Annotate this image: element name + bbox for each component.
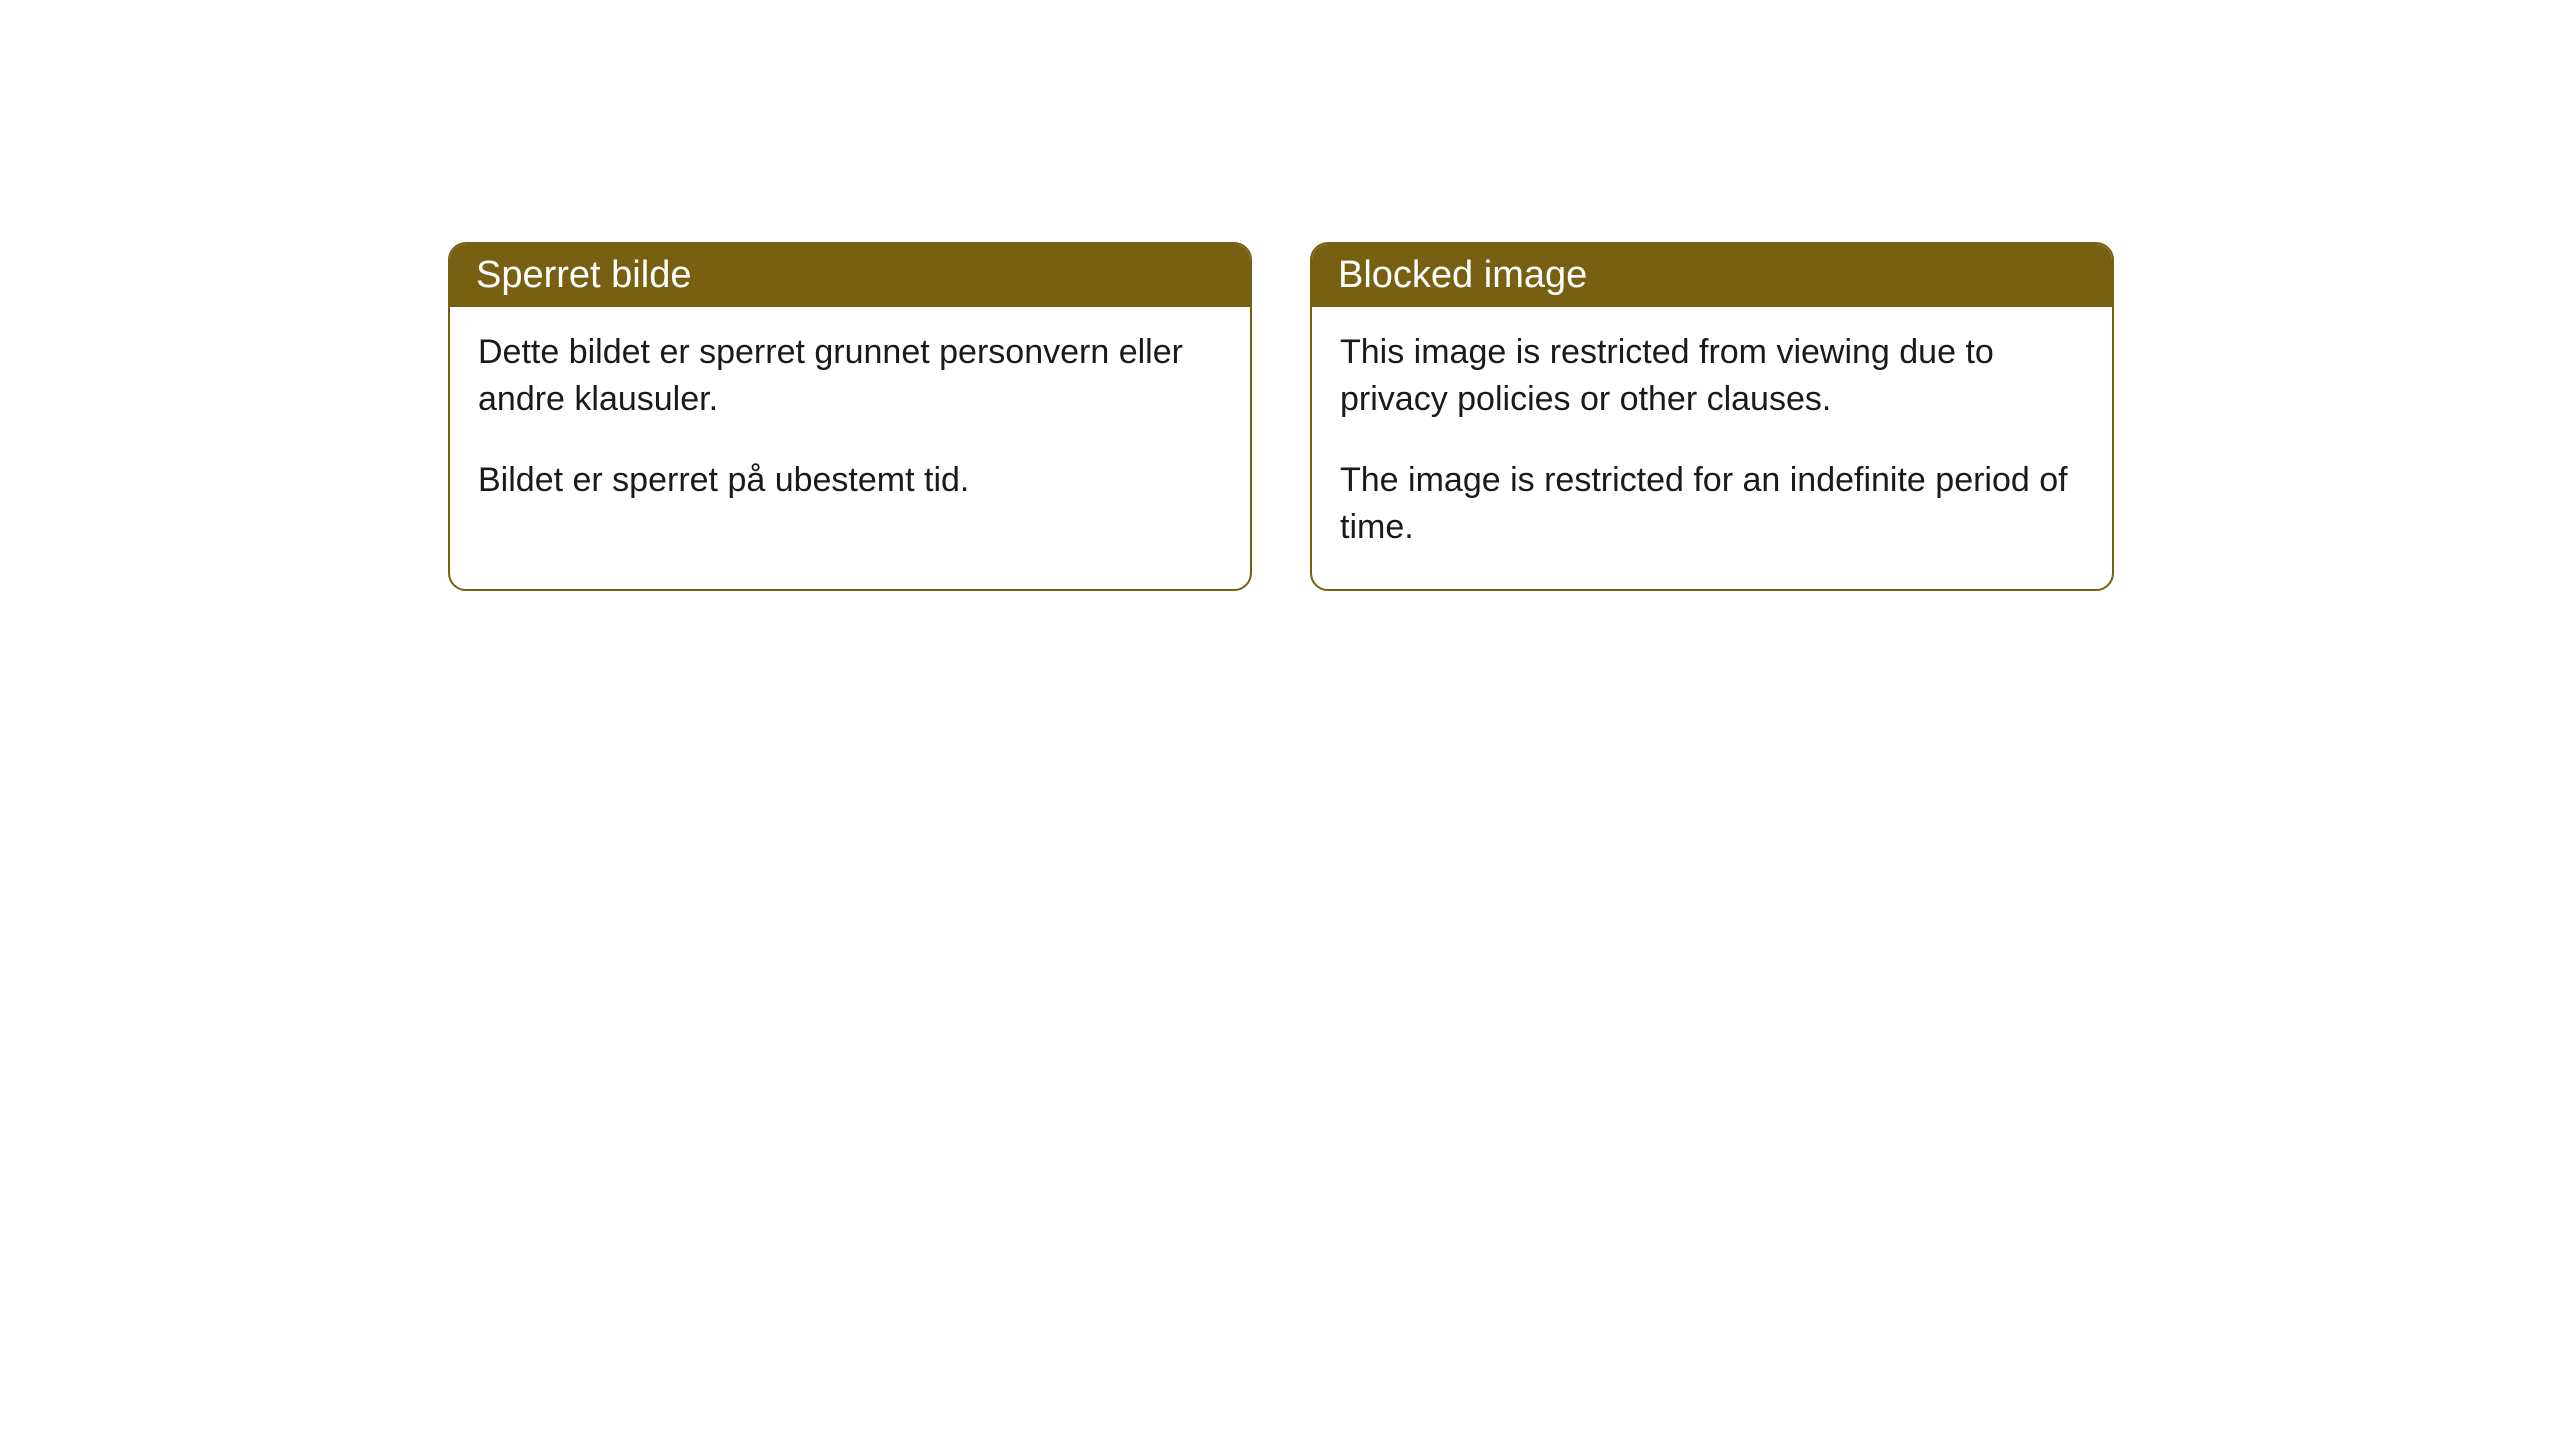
- card-title-english: Blocked image: [1338, 254, 1587, 296]
- notice-cards-container: Sperret bilde Dette bildet er sperret gr…: [448, 242, 2114, 591]
- card-text-english-2: The image is restricted for an indefinit…: [1340, 457, 2084, 551]
- card-text-english-1: This image is restricted from viewing du…: [1340, 329, 2084, 423]
- card-body-norwegian: Dette bildet er sperret grunnet personve…: [450, 307, 1250, 542]
- card-text-norwegian-2: Bildet er sperret på ubestemt tid.: [478, 457, 1222, 504]
- card-header-norwegian: Sperret bilde: [450, 244, 1250, 307]
- notice-card-english: Blocked image This image is restricted f…: [1310, 242, 2114, 591]
- notice-card-norwegian: Sperret bilde Dette bildet er sperret gr…: [448, 242, 1252, 591]
- card-header-english: Blocked image: [1312, 244, 2112, 307]
- card-body-english: This image is restricted from viewing du…: [1312, 307, 2112, 589]
- card-title-norwegian: Sperret bilde: [476, 254, 691, 296]
- card-text-norwegian-1: Dette bildet er sperret grunnet personve…: [478, 329, 1222, 423]
